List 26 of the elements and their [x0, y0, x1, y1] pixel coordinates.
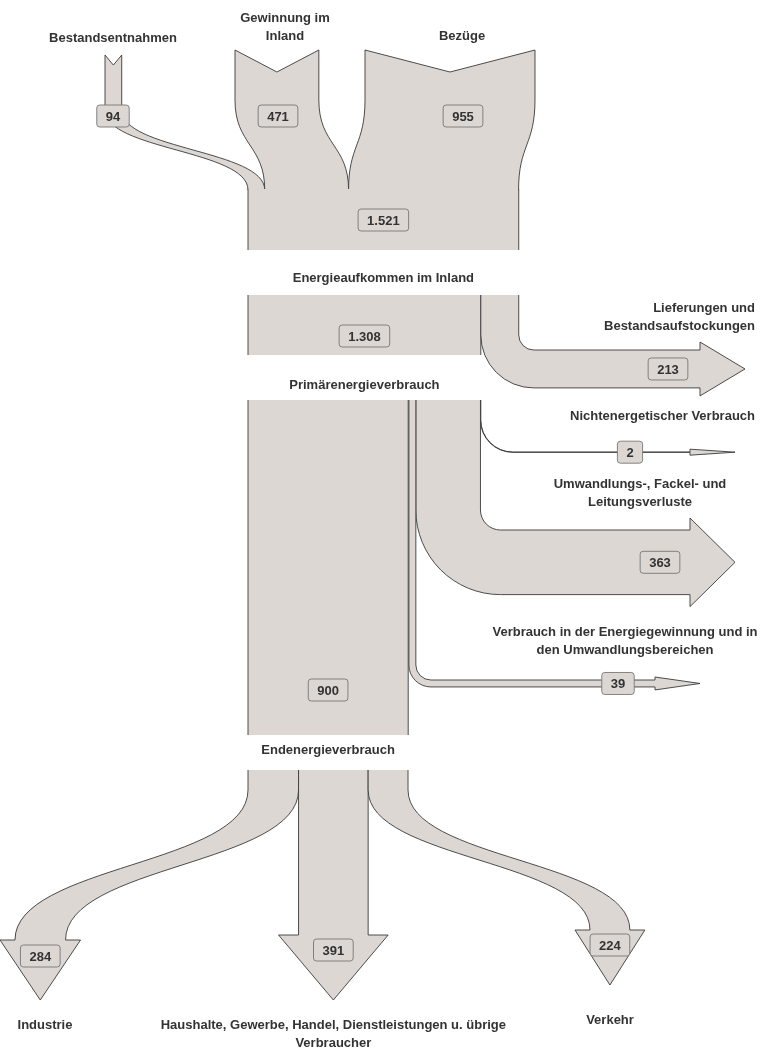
- category-label: Bezüge: [438, 27, 486, 43]
- data-label: 284: [29, 948, 52, 964]
- data-label: 900: [317, 682, 339, 698]
- category-label: Gewinnung im Inland: [240, 9, 330, 43]
- category-label: Verbrauch in der Energiegewinnung und in den Umwandlungsbereichen: [492, 623, 758, 657]
- data-label: 1.308: [348, 328, 381, 344]
- category-label: Energieaufkommen im Inland: [292, 269, 475, 285]
- category-label: Umwandlungs-, Fackel- und Leitungsverluste: [553, 475, 727, 509]
- category-label: Bestandsentnahmen: [49, 29, 177, 45]
- data-label: 391: [322, 942, 345, 958]
- category-label: Primärenergieverbrauch: [289, 376, 440, 392]
- category-label: Industrie: [17, 1016, 73, 1032]
- data-label: 471: [267, 108, 289, 124]
- data-label: 2: [626, 444, 634, 460]
- category-label: Lieferungen und Bestandsaufstockungen: [604, 299, 756, 333]
- data-label: 363: [649, 554, 671, 570]
- data-label: 1.521: [367, 212, 400, 228]
- data-label: 94: [105, 108, 121, 124]
- data-label: 39: [610, 676, 626, 692]
- data-label: 224: [599, 937, 622, 953]
- category-label: Endenergieverbrauch: [261, 741, 395, 757]
- data-label: 213: [657, 361, 679, 377]
- category-label: Haushalte, Gewerbe, Handel, Dienstleistungen u. übrige Verbraucher: [160, 1016, 506, 1050]
- category-label: Nichtenergetischer Verbrauch: [570, 407, 756, 423]
- category-label: Verkehr: [586, 1011, 634, 1027]
- data-label: 955: [452, 108, 474, 124]
